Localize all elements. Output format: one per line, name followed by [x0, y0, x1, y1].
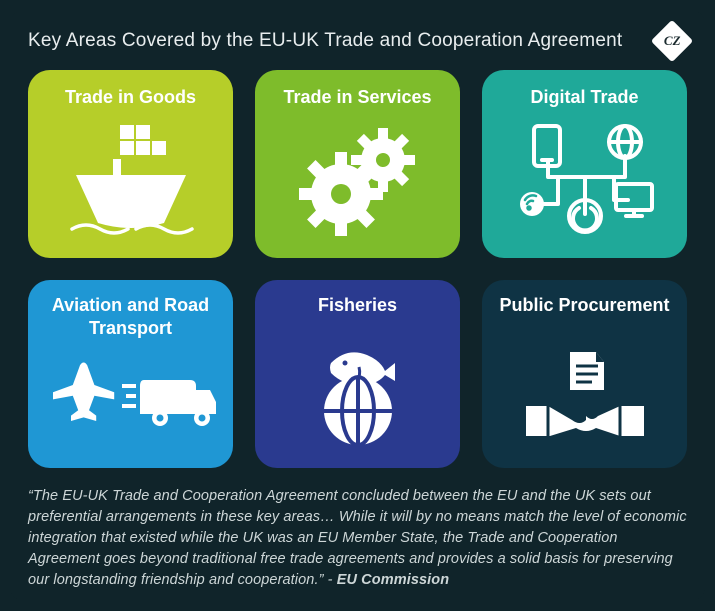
- card-aviation-road: Aviation and Road Transport: [28, 280, 233, 468]
- infographic-frame: Key Areas Covered by the EU-UK Trade and…: [10, 10, 705, 601]
- card-grid: Trade in Goods: [28, 70, 687, 468]
- ship-icon: [40, 121, 221, 245]
- quote-block: “The EU-UK Trade and Cooperation Agreeme…: [28, 486, 687, 591]
- card-digital-trade: Digital Trade: [482, 70, 687, 258]
- brand-logo-text: CZ: [664, 33, 681, 49]
- card-title: Public Procurement: [499, 294, 669, 337]
- card-trade-goods: Trade in Goods: [28, 70, 233, 258]
- handshake-doc-icon: [494, 345, 675, 454]
- card-trade-services: Trade in Services: [255, 70, 460, 258]
- digital-network-icon: [494, 121, 675, 245]
- card-title: Trade in Goods: [65, 86, 196, 109]
- card-title: Aviation and Road Transport: [40, 294, 221, 339]
- card-public-procurement: Public Procurement: [482, 280, 687, 468]
- brand-logo: CZ: [651, 20, 693, 62]
- header: Key Areas Covered by the EU-UK Trade and…: [28, 26, 687, 56]
- fish-globe-icon: [267, 345, 448, 455]
- plane-truck-icon: [40, 347, 221, 454]
- page-title: Key Areas Covered by the EU-UK Trade and…: [28, 30, 622, 52]
- card-title: Digital Trade: [530, 86, 638, 109]
- card-title: Fisheries: [318, 294, 397, 337]
- quote-attribution: EU Commission: [337, 572, 450, 588]
- card-title: Trade in Services: [283, 86, 431, 109]
- gears-icon: [267, 121, 448, 245]
- card-fisheries: Fisheries: [255, 280, 460, 468]
